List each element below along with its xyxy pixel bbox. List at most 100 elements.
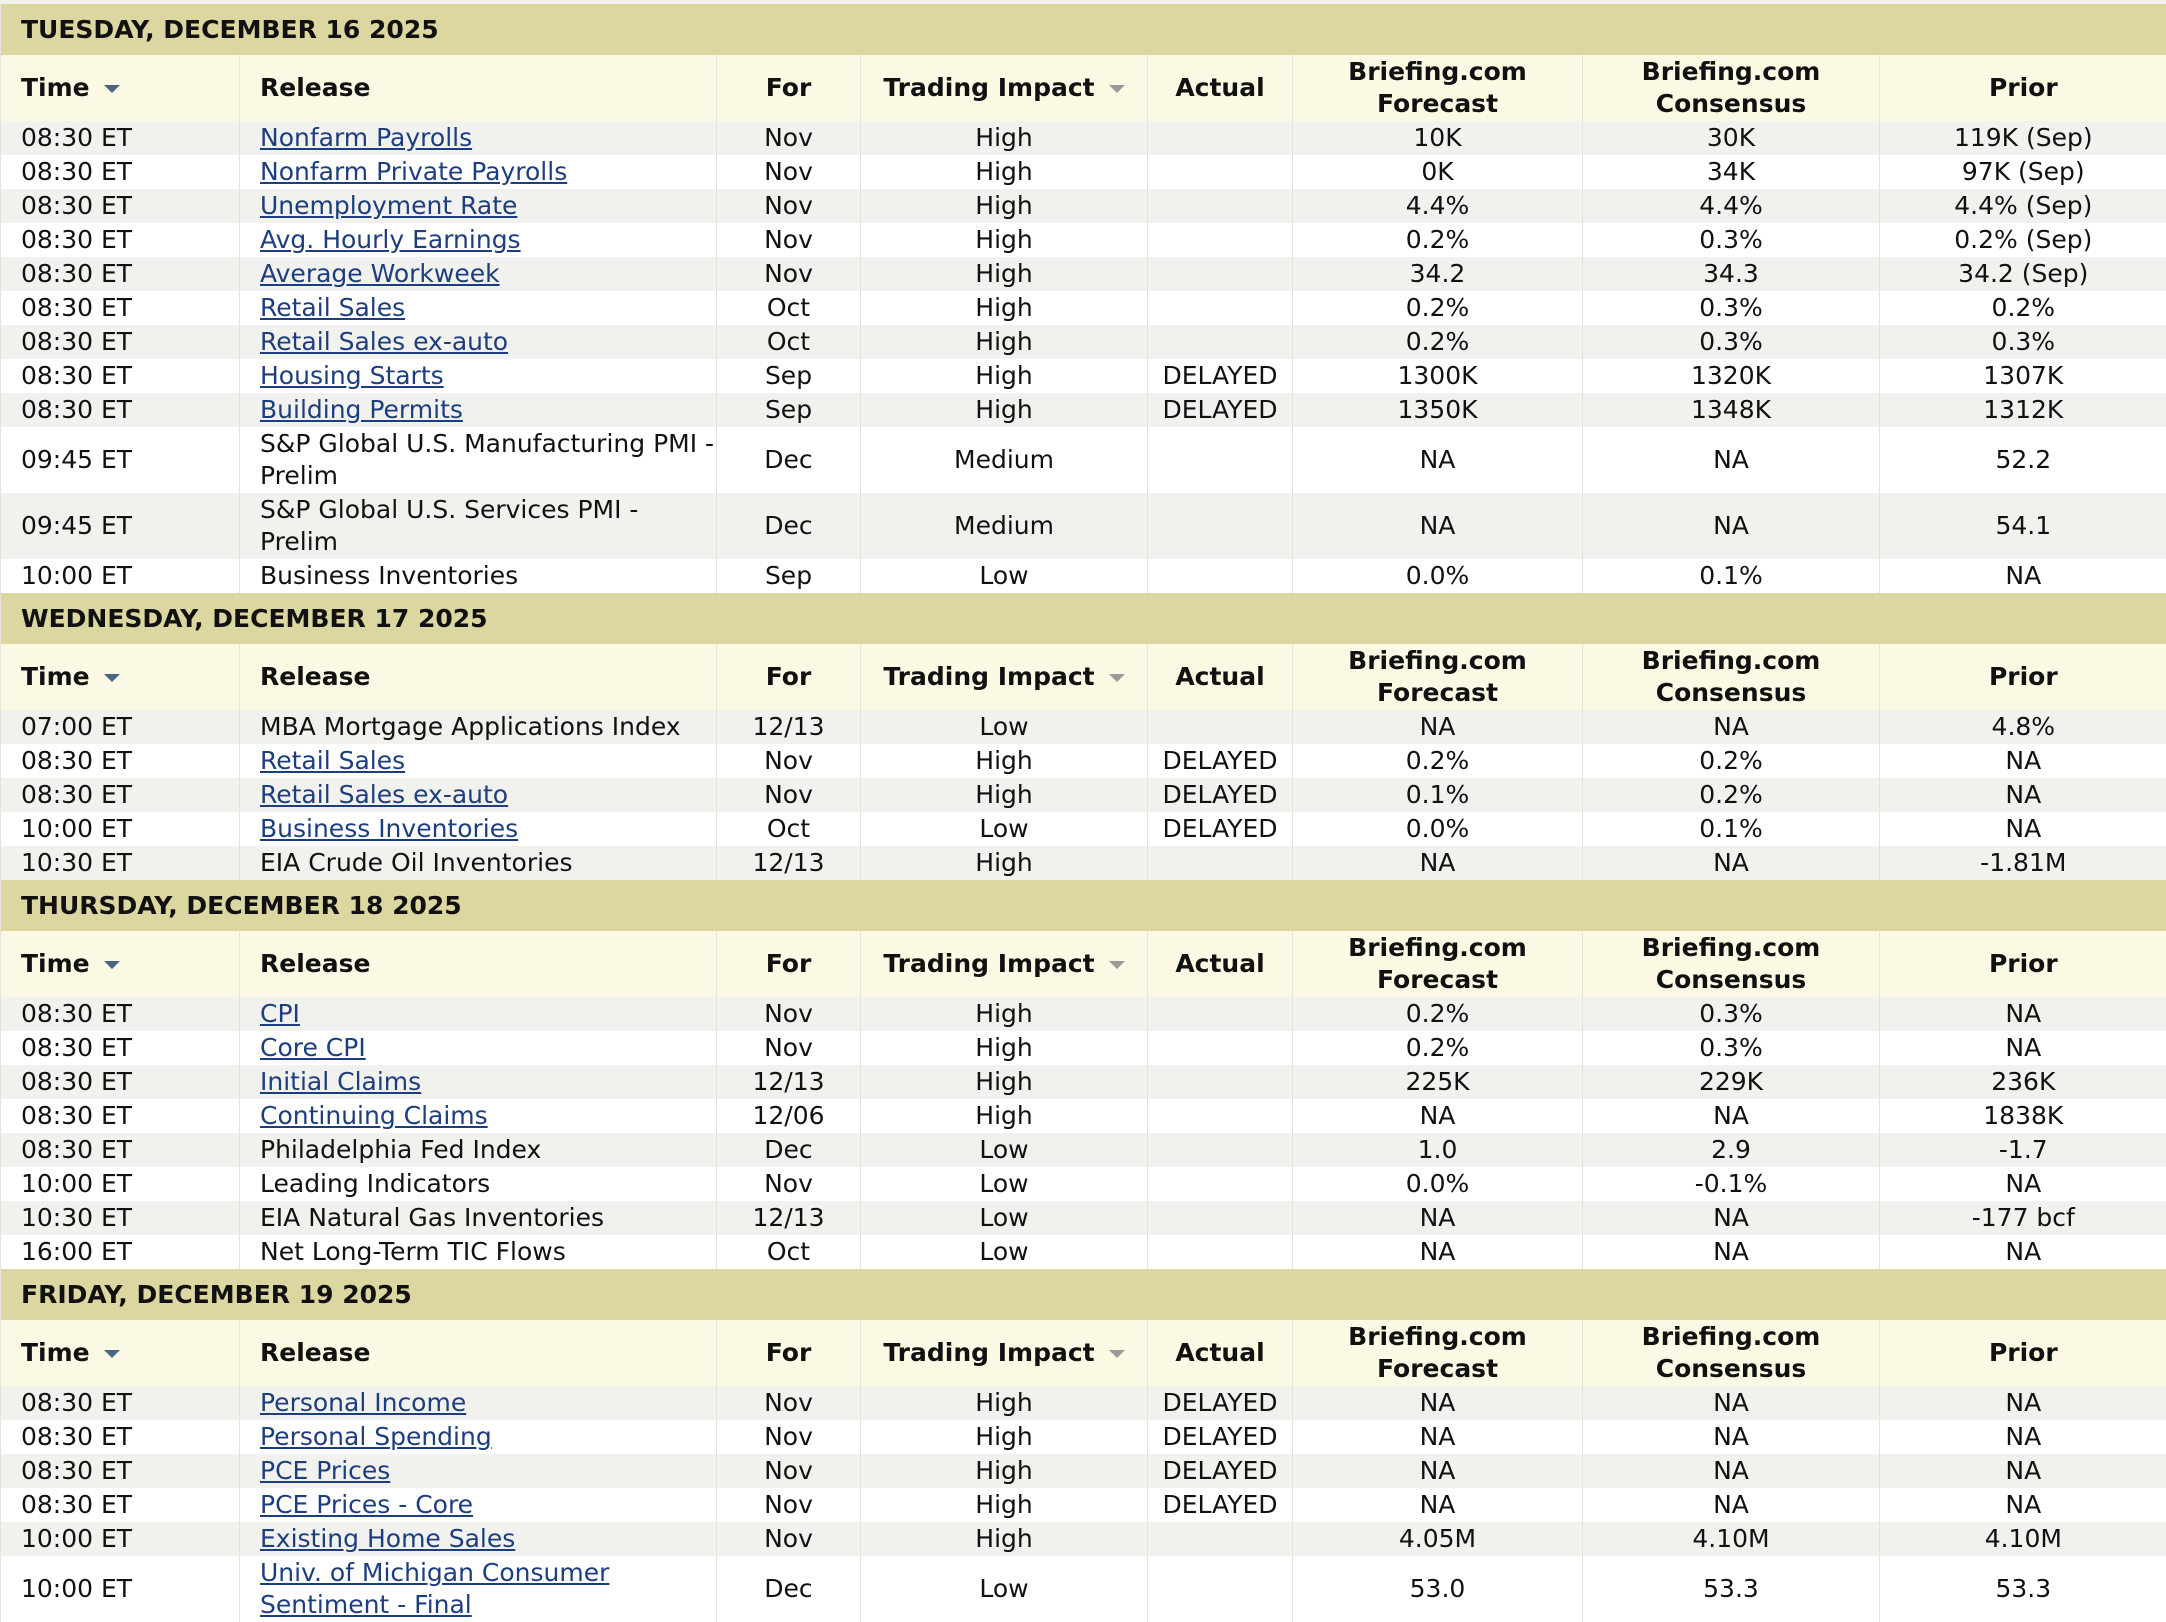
prior-text: 4.10M xyxy=(1985,1524,2062,1553)
consensus-cell: NA xyxy=(1583,1235,1880,1269)
column-header[interactable]: Trading Impact xyxy=(861,644,1148,710)
consensus-cell: 0.2% xyxy=(1583,744,1880,778)
impact-text: Low xyxy=(979,1135,1028,1164)
release-link[interactable]: Retail Sales xyxy=(260,293,405,322)
release-cell: Initial Claims xyxy=(240,1065,717,1099)
release-link[interactable]: Continuing Claims xyxy=(260,1101,488,1130)
release-link[interactable]: Average Workweek xyxy=(260,259,500,288)
release-link[interactable]: Retail Sales xyxy=(260,746,405,775)
release-cell: Business Inventories xyxy=(240,812,717,846)
sort-arrow[interactable] xyxy=(1109,85,1125,93)
impact-cell: High xyxy=(861,359,1148,393)
prior-cell: 0.3% xyxy=(1880,325,2166,359)
column-header[interactable]: Trading Impact xyxy=(861,931,1148,997)
consensus-text: 4.4% xyxy=(1699,191,1763,220)
prior-cell: -1.7 xyxy=(1880,1133,2166,1167)
release-link[interactable]: Retail Sales ex-auto xyxy=(260,780,508,809)
release-link[interactable]: Nonfarm Payrolls xyxy=(260,123,472,152)
actual-text: DELAYED xyxy=(1162,1456,1277,1485)
consensus-cell: 53.3 xyxy=(1583,1556,1880,1622)
for-cell: Oct xyxy=(717,291,861,325)
prior-text: NA xyxy=(2005,1169,2041,1198)
column-header: Briefing.com Forecast xyxy=(1293,55,1583,121)
release-link[interactable]: Nonfarm Private Payrolls xyxy=(260,157,567,186)
release-link[interactable]: Existing Home Sales xyxy=(260,1524,515,1553)
forecast-cell: NA xyxy=(1293,1386,1583,1420)
for-cell: Sep xyxy=(717,359,861,393)
forecast-cell: NA xyxy=(1293,1420,1583,1454)
release-link[interactable]: Housing Starts xyxy=(260,361,444,390)
actual-cell: DELAYED xyxy=(1148,1454,1293,1488)
column-header[interactable]: Time xyxy=(1,931,240,997)
release-cell: Business Inventories xyxy=(240,559,717,593)
column-header: For xyxy=(717,1320,861,1386)
time-cell: 08:30 ET xyxy=(1,393,240,427)
sort-arrow[interactable] xyxy=(104,961,120,969)
column-header[interactable]: Trading Impact xyxy=(861,55,1148,121)
consensus-text: 0.3% xyxy=(1699,225,1763,254)
release-link[interactable]: Personal Spending xyxy=(260,1422,492,1451)
for-cell: Sep xyxy=(717,559,861,593)
impact-text: High xyxy=(975,1388,1032,1417)
prior-cell: NA xyxy=(1880,744,2166,778)
column-header: Briefing.com Forecast xyxy=(1293,644,1583,710)
prior-text: NA xyxy=(2005,1033,2041,1062)
sort-arrow[interactable] xyxy=(1109,674,1125,682)
for-cell: 12/06 xyxy=(717,1099,861,1133)
prior-cell: NA xyxy=(1880,1167,2166,1201)
release-link[interactable]: Unemployment Rate xyxy=(260,191,517,220)
impact-text: High xyxy=(975,1067,1032,1096)
release-link[interactable]: Personal Income xyxy=(260,1388,466,1417)
sort-arrow[interactable] xyxy=(104,674,120,682)
column-header: Release xyxy=(240,931,717,997)
forecast-text: NA xyxy=(1420,1388,1456,1417)
release-link[interactable]: Retail Sales ex-auto xyxy=(260,327,508,356)
consensus-cell: 0.3% xyxy=(1583,223,1880,257)
release-cell: Retail Sales xyxy=(240,744,717,778)
consensus-text: 0.3% xyxy=(1699,999,1763,1028)
column-header[interactable]: Time xyxy=(1,644,240,710)
column-label: Release xyxy=(260,1338,370,1367)
prior-text: NA xyxy=(2005,1422,2041,1451)
time-text: 08:30 ET xyxy=(21,361,132,390)
column-header[interactable]: Time xyxy=(1,1320,240,1386)
release-link[interactable]: CPI xyxy=(260,999,300,1028)
column-header[interactable]: Time xyxy=(1,55,240,121)
prior-text: -1.81M xyxy=(1980,848,2066,877)
column-header: Actual xyxy=(1148,1320,1293,1386)
forecast-cell: 1350K xyxy=(1293,393,1583,427)
prior-text: NA xyxy=(2005,1456,2041,1485)
day-header-row: WEDNESDAY, DECEMBER 17 2025 xyxy=(1,593,2166,644)
sort-arrow[interactable] xyxy=(1109,961,1125,969)
time-cell: 09:45 ET xyxy=(1,427,240,493)
day-header-row: THURSDAY, DECEMBER 18 2025 xyxy=(1,880,2166,931)
sort-arrow[interactable] xyxy=(1109,1350,1125,1358)
for-text: Dec xyxy=(764,511,812,540)
actual-cell xyxy=(1148,1133,1293,1167)
time-text: 16:00 ET xyxy=(21,1237,132,1266)
time-text: 08:30 ET xyxy=(21,123,132,152)
consensus-text: 1320K xyxy=(1691,361,1771,390)
impact-cell: High xyxy=(861,1386,1148,1420)
release-link[interactable]: Building Permits xyxy=(260,395,463,424)
release-link[interactable]: Univ. of Michigan Consumer Sentiment - F… xyxy=(260,1558,609,1619)
column-header[interactable]: Trading Impact xyxy=(861,1320,1148,1386)
release-link[interactable]: PCE Prices xyxy=(260,1456,390,1485)
release-link[interactable]: PCE Prices - Core xyxy=(260,1490,473,1519)
time-cell: 08:30 ET xyxy=(1,291,240,325)
release-link[interactable]: Avg. Hourly Earnings xyxy=(260,225,521,254)
for-cell: Oct xyxy=(717,325,861,359)
time-text: 10:30 ET xyxy=(21,1203,132,1232)
impact-text: High xyxy=(975,1422,1032,1451)
sort-arrow[interactable] xyxy=(104,85,120,93)
release-link[interactable]: Business Inventories xyxy=(260,814,518,843)
release-link[interactable]: Initial Claims xyxy=(260,1067,421,1096)
impact-text: High xyxy=(975,1033,1032,1062)
time-cell: 07:00 ET xyxy=(1,710,240,744)
sort-arrow[interactable] xyxy=(104,1350,120,1358)
release-link[interactable]: Core CPI xyxy=(260,1033,366,1062)
